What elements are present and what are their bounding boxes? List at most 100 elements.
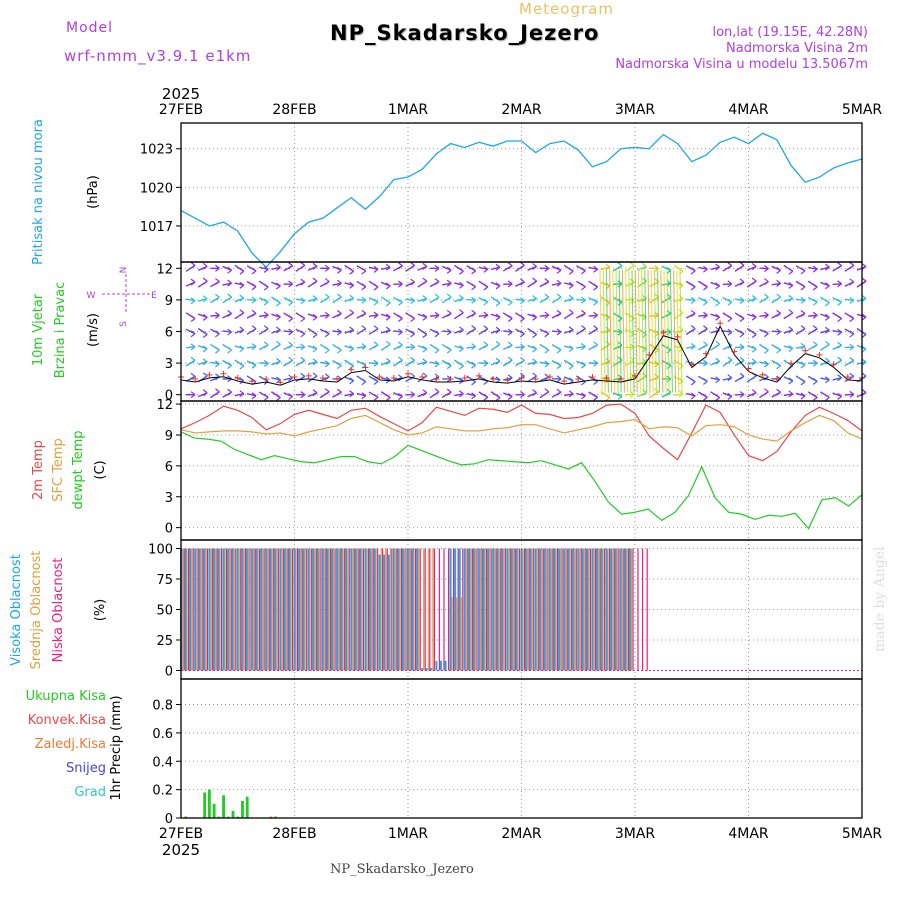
wind-arrow-head [690,378,696,386]
gust-marker [475,372,482,379]
lonlat-label: lon,lat (19.15E, 42.28N) [712,25,868,40]
wind-arrow-head [556,293,562,301]
wind-arrow [686,298,696,302]
wind-arrow-head [410,391,415,399]
wind-arrow-head [800,267,806,275]
wind-arrow-head [337,362,342,370]
wind-arrow-head [422,262,428,270]
wind-arrow [429,361,440,365]
wind-arrow [649,314,659,317]
wind-arrow-head [471,267,476,275]
wind-arrow-head [446,346,452,354]
wind-arrow-head [825,313,830,321]
wind-arrow-head [190,391,196,399]
wind-arrow-head [764,278,769,286]
gust-marker [362,364,369,371]
precip-frozen-bar [269,816,273,818]
wind-arrow-head [776,328,781,336]
wind-arrow [234,392,244,397]
wind-arrow-head [288,328,293,336]
wind-arrow-head [690,283,696,291]
pressure-tick-label: 1017 [140,220,173,235]
compass-s-label: S [119,321,129,327]
wind-arrow-head [690,325,696,333]
wind-arrow-head [312,358,318,366]
wind-arrow [649,361,659,365]
wind-arrow-head [837,341,842,349]
wind-arrow-head [568,390,574,398]
wind-storm-arrow [602,270,606,393]
wind-arrow-head [471,309,476,317]
model-label: Model [66,20,114,36]
wind-storm-arrow [625,270,629,393]
wind-arrow-head [556,266,562,274]
wind-arrow-head [215,360,220,368]
gust-marker [504,377,511,384]
wind-arrow-head [593,377,598,385]
wind-storm-arrow [673,270,677,393]
wind-arrow-head [727,262,733,270]
gust-marker [277,379,284,386]
wind-arrow-head [385,394,391,402]
top-date-tick: 2MAR [501,102,542,118]
wind-arrow [820,377,830,381]
wind-arrow-head [349,294,354,302]
gust-marker [773,376,780,383]
wind-arrow-head [251,296,257,304]
wind-arrow [246,345,257,349]
wind-arrow-head [764,346,769,354]
wind-arrow-head [715,282,720,290]
wind-arrow [295,298,305,302]
wind-arrow [466,345,476,349]
wind-arrow-head [703,265,708,273]
wind-arrow-head [800,283,806,291]
meteogram-subtitle: Meteogram [519,0,614,18]
wind-arrow-head [324,330,330,338]
wind-arrow-head [251,392,257,400]
wind-arrow [283,330,293,333]
sfc-temp-ylabel: SFC Temp [51,438,66,502]
wind-arrow-head [215,293,220,301]
wind-arrow-head [373,283,379,291]
wind-arrow-head [446,309,452,317]
wind-arrow-head [495,340,501,348]
wind-arrow-head [849,330,855,338]
wind-arrow-head [507,298,513,306]
gust-marker [248,378,255,385]
wind-arrow-head [215,346,220,354]
wind-arrow-head [398,328,403,336]
wind-arrow-head [459,345,464,353]
wind-arrow [588,266,598,270]
wind-arrow-head [434,311,440,319]
wind-arrow-head [776,266,781,274]
wind-arrow-head [422,313,428,321]
precip-legend-item: Konvek.Kisa [28,713,106,728]
wind-arrow-head [483,265,489,273]
wind-arrow-head [568,345,574,353]
wind-arrow-head [422,277,428,285]
gust-marker [702,350,709,357]
wind-arrow-head [800,392,806,400]
footer-title: NP_Skadarsko_Jezero [330,862,474,877]
temp2m-series [180,403,863,462]
gust-marker [532,376,539,383]
precip-total-bar [217,816,221,818]
wind-arrow-head [227,310,232,317]
wind-arrow-head [227,388,232,396]
wind-arrow [185,346,196,349]
wind-arrow-head [471,325,476,333]
wind-arrow-head [690,342,696,350]
wind-arrow-head [361,296,367,304]
wind-arrow-head [812,341,818,349]
wind-arrow-head [349,309,354,317]
wind-arrow-head [568,326,574,334]
gust-marker [660,329,667,336]
wind-arrow [295,346,305,349]
wind-arrow-head [715,313,720,321]
wind-arrow-head [581,296,586,304]
wind-arrow-head [532,358,537,366]
wind-arrow-head [239,309,245,317]
wind-arrow-head [251,309,257,317]
wind-arrow-head [556,362,562,370]
wind-arrow-head [751,345,757,353]
